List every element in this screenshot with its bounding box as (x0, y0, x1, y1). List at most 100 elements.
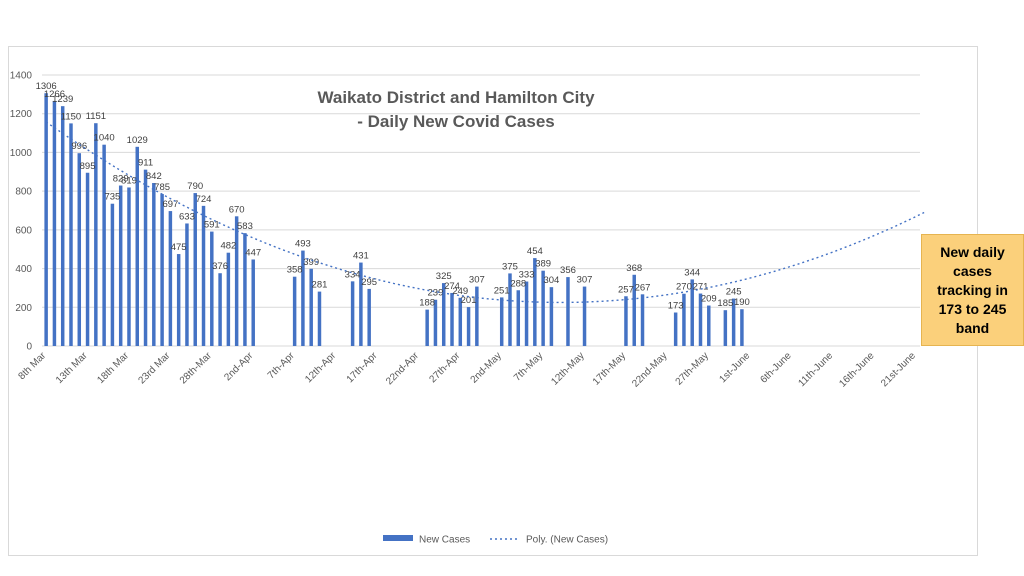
data-label: 475 (171, 242, 187, 253)
data-label: 271 (693, 282, 709, 293)
bar (52, 100, 57, 346)
bar (690, 279, 694, 346)
bar (450, 292, 454, 346)
bar (516, 290, 521, 346)
x-tick-label: 22nd-Apr (384, 350, 421, 387)
bar (210, 231, 214, 346)
bar (499, 297, 504, 346)
bar (152, 183, 156, 346)
y-tick-label: 1200 (10, 109, 33, 120)
y-tick-label: 1400 (10, 71, 33, 82)
bar (566, 277, 570, 346)
bar (251, 259, 255, 346)
x-tick-label: 17th-Apr (345, 350, 380, 385)
bar (218, 273, 222, 346)
data-label: 358 (287, 265, 303, 276)
data-label: 307 (469, 275, 485, 286)
chart-title: Waikato District and Hamilton City (317, 88, 595, 107)
bar (118, 185, 123, 346)
data-label: 1150 (61, 111, 81, 122)
data-label: 785 (154, 182, 170, 193)
y-tick-label: 200 (15, 303, 32, 314)
data-label: 281 (312, 280, 328, 291)
bar (682, 293, 686, 346)
data-label: 447 (245, 247, 261, 258)
x-tick-label: 12th-Apr (303, 350, 338, 385)
data-label: 583 (237, 221, 253, 232)
data-label: 911 (138, 158, 153, 169)
bar (234, 216, 239, 346)
bar (673, 312, 678, 346)
bar (60, 106, 65, 346)
y-tick-label: 600 (15, 225, 32, 236)
bar (44, 93, 48, 347)
data-label: 173 (668, 301, 684, 312)
bar (723, 310, 728, 346)
x-tick-label: 22nd-May (630, 350, 669, 389)
data-label: 333 (519, 270, 535, 281)
bar (632, 274, 636, 346)
data-label: 274 (444, 281, 460, 292)
bar (698, 293, 703, 346)
x-tick-label: 8th Mar (17, 350, 49, 382)
bar (185, 223, 189, 346)
trendline (45, 121, 925, 304)
bar (77, 153, 82, 346)
bar (359, 262, 363, 346)
data-label: 819 (121, 175, 137, 186)
data-label: 633 (179, 211, 195, 222)
x-tick-label: 12th-May (549, 350, 586, 387)
callout-box: New daily cases tracking in 173 to 245 b… (921, 234, 1024, 346)
data-label: 482 (220, 241, 236, 252)
y-tick-label: 0 (26, 342, 32, 353)
bar (135, 146, 139, 346)
bar (640, 294, 645, 346)
data-label: 201 (461, 295, 477, 306)
data-label: 190 (734, 297, 750, 308)
data-label: 325 (436, 271, 452, 282)
bar (425, 309, 429, 346)
bar (533, 258, 537, 346)
bar (193, 193, 197, 346)
data-label: 304 (543, 275, 559, 286)
bar (508, 273, 512, 346)
data-label: 295 (361, 277, 377, 288)
x-tick-label: 23rd Mar (136, 350, 173, 387)
data-label: 735 (104, 192, 120, 203)
data-label: 288 (510, 278, 526, 289)
data-label: 670 (229, 204, 245, 215)
bar (740, 309, 744, 346)
y-tick-label: 800 (15, 187, 32, 198)
bar (475, 286, 479, 346)
data-label: 356 (560, 265, 576, 276)
data-label: 239 (428, 288, 444, 299)
data-label: 829 (113, 174, 129, 185)
bar (707, 305, 711, 346)
bar (226, 252, 231, 346)
bar (466, 307, 471, 346)
x-tick-label: 13th Mar (54, 350, 90, 386)
data-label: 1239 (52, 94, 73, 105)
bar (441, 283, 446, 346)
bar (541, 270, 545, 346)
x-tick-label: 28th-Mar (178, 350, 215, 387)
y-tick-label: 1000 (10, 148, 33, 159)
data-label: 1029 (127, 135, 148, 146)
data-label: 376 (212, 261, 228, 272)
data-label: 249 (452, 286, 468, 297)
data-label: 334 (345, 269, 361, 280)
bar (367, 288, 371, 346)
data-label: 842 (146, 171, 162, 182)
bar (102, 144, 106, 346)
data-label: 697 (162, 199, 178, 210)
y-tick-label: 400 (15, 264, 32, 275)
data-label: 389 (535, 259, 551, 270)
callout-text: New daily cases tracking in 173 to 245 b… (937, 243, 1008, 336)
bar (110, 203, 115, 346)
bar (143, 169, 148, 346)
x-tick-label: 1st-June (717, 350, 752, 385)
data-label: 1151 (86, 111, 106, 122)
data-label: 307 (577, 275, 593, 286)
bar (127, 187, 131, 346)
data-label: 1266 (44, 89, 65, 100)
